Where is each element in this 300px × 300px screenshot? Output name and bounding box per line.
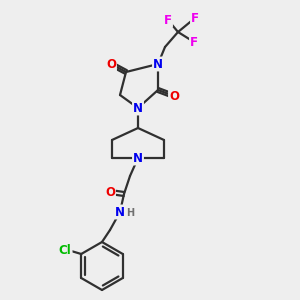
Text: H: H <box>126 208 134 218</box>
Text: N: N <box>153 58 163 70</box>
Text: O: O <box>105 185 115 199</box>
Text: O: O <box>169 89 179 103</box>
Text: F: F <box>191 11 199 25</box>
Text: Cl: Cl <box>59 244 72 257</box>
Text: O: O <box>106 58 116 70</box>
Text: F: F <box>190 35 198 49</box>
Text: N: N <box>115 206 125 218</box>
Text: F: F <box>164 14 172 26</box>
Text: N: N <box>133 101 143 115</box>
Text: N: N <box>133 152 143 164</box>
